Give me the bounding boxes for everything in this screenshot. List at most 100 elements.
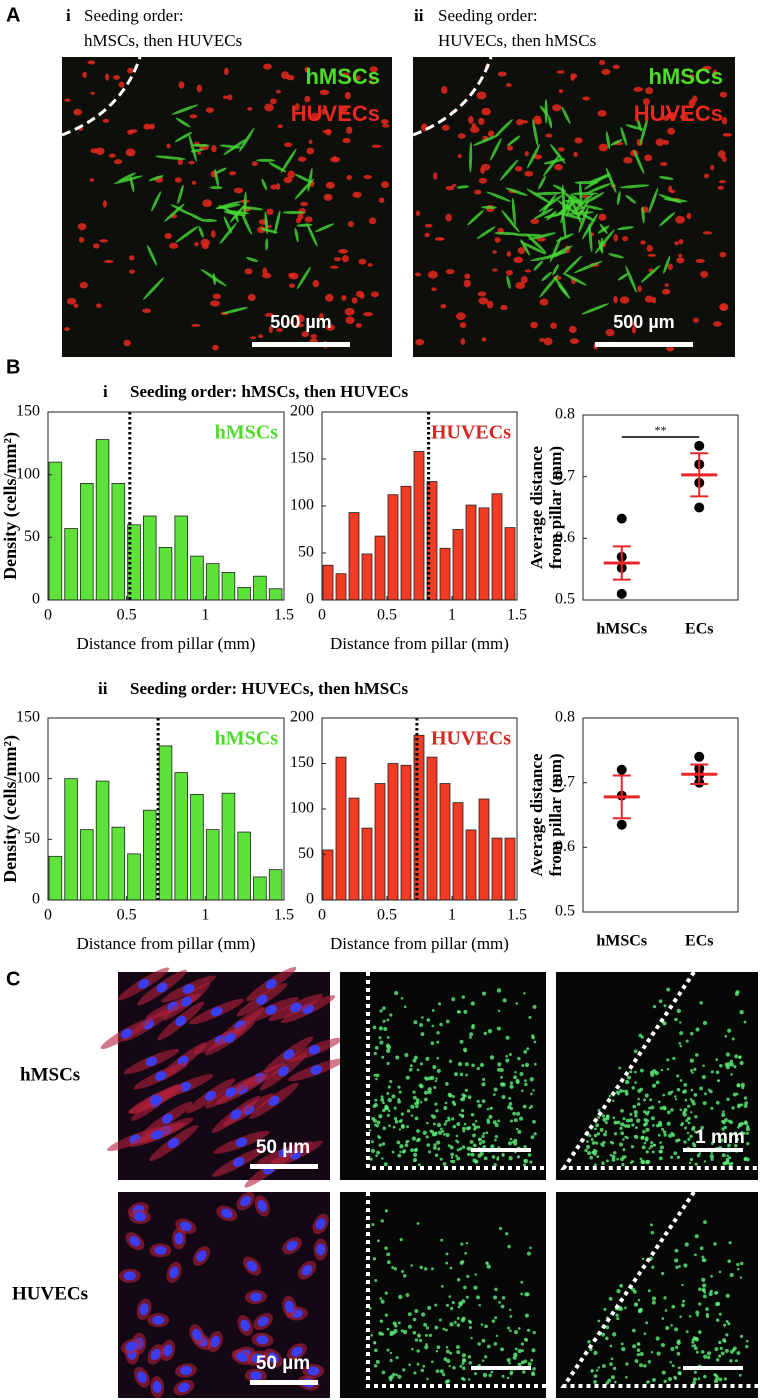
cell [113, 175, 143, 184]
data-point [694, 502, 705, 513]
cell [652, 1004, 657, 1009]
row-title: Seeding order: HUVECs, then hMSCs [130, 679, 409, 698]
cell [506, 251, 512, 257]
cell [410, 1104, 415, 1109]
cell [634, 1114, 638, 1118]
cell [501, 1154, 505, 1157]
cell [631, 1123, 635, 1127]
cell [485, 1131, 489, 1135]
cell [644, 154, 653, 162]
cell [517, 1362, 522, 1367]
cell [605, 131, 611, 150]
cell [617, 273, 629, 281]
cell [639, 116, 649, 146]
cell [520, 1342, 525, 1346]
cell [505, 1054, 508, 1058]
cell [457, 133, 466, 139]
cell [509, 1137, 513, 1141]
cell [533, 115, 542, 124]
cell [419, 1022, 424, 1027]
cell [625, 194, 637, 204]
cell [649, 1098, 653, 1102]
cell [728, 1241, 732, 1245]
cell [689, 1134, 693, 1138]
cell [547, 251, 568, 257]
bar [348, 797, 360, 901]
cell [637, 285, 642, 293]
cell [382, 1006, 386, 1010]
cell [742, 1131, 746, 1135]
cell [288, 273, 296, 277]
cell [419, 1101, 423, 1104]
cell [636, 1118, 641, 1123]
cell [659, 1145, 665, 1150]
cell [260, 227, 278, 234]
cell [559, 212, 584, 220]
cell [476, 1067, 480, 1071]
cell [501, 1374, 505, 1378]
cell [459, 1302, 463, 1307]
cell [300, 201, 309, 207]
cell [386, 1113, 390, 1117]
cell [215, 167, 227, 174]
cell [481, 163, 491, 171]
cells [100, 966, 345, 1188]
cell [421, 1016, 424, 1019]
cell [338, 249, 349, 254]
cell [691, 1340, 695, 1344]
cell [625, 265, 637, 293]
cell [602, 1140, 606, 1145]
cell [505, 1058, 510, 1063]
cell [613, 1132, 618, 1136]
cell [400, 1118, 403, 1122]
cell [269, 98, 277, 105]
cell [734, 1359, 738, 1363]
cell [387, 1097, 392, 1103]
cell [175, 225, 199, 243]
cell [597, 1366, 601, 1369]
cell [258, 334, 264, 339]
cell [443, 1106, 448, 1111]
cell [308, 139, 313, 144]
cell [494, 231, 519, 236]
cell [485, 1261, 489, 1265]
cell [445, 1081, 449, 1086]
cell [657, 1133, 661, 1137]
cell [507, 1326, 511, 1330]
cell [383, 1026, 388, 1032]
cell [481, 1359, 485, 1362]
cell [694, 1130, 697, 1134]
cell [667, 127, 675, 135]
cell [411, 1136, 416, 1141]
cell [431, 1360, 434, 1364]
cell [413, 1371, 417, 1375]
cell [462, 1366, 466, 1370]
cell [127, 67, 134, 74]
cell [386, 1260, 391, 1265]
cell [581, 303, 610, 315]
cell [745, 1339, 749, 1343]
cell [455, 1139, 458, 1143]
bar [504, 527, 516, 601]
nucleus [175, 1015, 187, 1027]
cell [643, 1098, 647, 1102]
cell [651, 1296, 657, 1301]
scale-bar [252, 342, 350, 347]
cell [658, 194, 682, 204]
cell [386, 1327, 390, 1331]
cell [448, 1093, 453, 1098]
cell [644, 1093, 649, 1098]
cell [541, 271, 552, 282]
cell [481, 1082, 486, 1087]
cell [718, 1270, 722, 1274]
cell [700, 270, 709, 278]
x-axis-label: Distance from pillar (mm) [330, 634, 509, 653]
cell [469, 1032, 474, 1037]
cell [689, 1098, 693, 1101]
cell [652, 1068, 657, 1074]
cell [590, 1138, 594, 1141]
cell [477, 1103, 482, 1108]
cell [601, 1161, 605, 1165]
cell [470, 1113, 475, 1117]
cell [692, 317, 699, 323]
